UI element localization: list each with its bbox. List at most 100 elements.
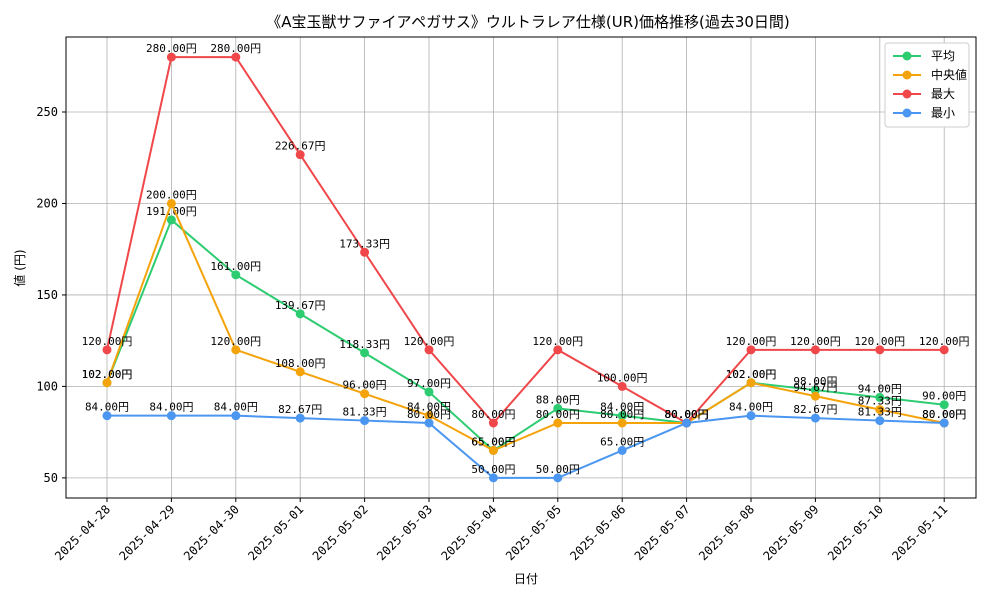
data-label: 102.00円 xyxy=(82,368,133,381)
series-line xyxy=(106,56,945,425)
data-label: 280.00円 xyxy=(146,42,197,55)
data-point xyxy=(360,389,370,399)
data-label: 200.00円 xyxy=(146,188,197,201)
data-point xyxy=(424,418,434,428)
data-point xyxy=(875,416,885,426)
data-label: 50.00円 xyxy=(471,463,515,476)
data-label: 120.00円 xyxy=(404,335,455,348)
data-point xyxy=(231,345,241,355)
x-axis-title: 日付 xyxy=(514,572,538,586)
data-label: 80.00円 xyxy=(536,408,580,421)
data-label: 80.00円 xyxy=(600,408,644,421)
x-tick-label: 2025-05-04 xyxy=(439,502,500,563)
data-label: 65.00円 xyxy=(471,435,515,448)
data-point xyxy=(424,411,434,421)
data-label: 173.33円 xyxy=(339,237,390,250)
data-point xyxy=(810,413,820,423)
data-point xyxy=(295,150,305,160)
y-axis-title: 値 (円) xyxy=(12,249,27,286)
data-point xyxy=(746,378,756,388)
data-point xyxy=(231,411,241,421)
series-平均: 102.00円 191.00円 161.00円 139.67円 118.33円 97.00… xyxy=(82,205,966,455)
data-label: 96.00円 xyxy=(343,379,387,392)
data-label: 81.33円 xyxy=(343,406,387,419)
series-中央値: 102.00円 200.00円 120.00円 108.00円 96.00円 84.00円… xyxy=(82,188,966,455)
data-point xyxy=(295,413,305,423)
x-tick-label: 2025-05-02 xyxy=(310,502,371,563)
data-point xyxy=(360,247,370,257)
data-label: 84.00円 xyxy=(729,401,773,414)
data-point xyxy=(553,473,563,483)
data-label: 102.00円 xyxy=(726,368,777,381)
data-point xyxy=(746,345,756,355)
y-tick-label: 50 xyxy=(44,471,58,485)
data-label: 191.00円 xyxy=(146,205,197,218)
data-label: 102.00円 xyxy=(82,368,133,381)
data-label: 82.67円 xyxy=(278,403,322,416)
data-label: 98.00円 xyxy=(793,375,837,388)
data-point xyxy=(553,345,563,355)
data-label: 161.00円 xyxy=(210,260,261,273)
y-axis-ticks: 50 100 150 200 250 xyxy=(36,105,66,485)
data-label: 139.67円 xyxy=(275,299,326,312)
data-point xyxy=(231,270,241,280)
data-label: 102.00円 xyxy=(726,368,777,381)
data-point xyxy=(488,418,498,428)
data-point xyxy=(488,445,498,455)
data-label: 81.33円 xyxy=(858,406,902,419)
data-label: 84.00円 xyxy=(600,401,644,414)
data-point xyxy=(166,198,176,208)
series-line xyxy=(107,414,945,479)
data-label: 84.00円 xyxy=(214,401,258,414)
legend-label: 最大 xyxy=(931,87,955,101)
legend-box xyxy=(884,42,970,128)
x-tick-label: 2025-05-08 xyxy=(696,502,757,563)
data-point xyxy=(102,411,112,421)
data-point xyxy=(360,348,370,358)
series-最大: 120.00円 280.00円 280.00円 226.67円 173.33円 120.0… xyxy=(82,42,970,428)
data-label: 97.00円 xyxy=(407,377,451,390)
data-label: 84.00円 xyxy=(149,401,193,414)
y-tick-label: 200 xyxy=(36,196,58,210)
x-tick-label: 2025-05-11 xyxy=(889,502,950,563)
x-tick-label: 2025-05-01 xyxy=(245,502,306,563)
data-label: 80.00円 xyxy=(407,408,451,421)
legend-marker xyxy=(902,51,912,61)
data-label: 50.00円 xyxy=(536,463,580,476)
data-point xyxy=(875,392,885,402)
x-tick-label: 2025-04-29 xyxy=(117,502,178,563)
data-point xyxy=(102,378,112,388)
data-label: 120.00円 xyxy=(854,335,905,348)
data-label: 94.00円 xyxy=(858,382,902,395)
data-point xyxy=(360,416,370,426)
data-point xyxy=(231,52,241,62)
data-label: 120.00円 xyxy=(790,335,841,348)
data-point xyxy=(617,381,627,391)
x-tick-label: 2025-05-09 xyxy=(761,502,822,563)
data-point xyxy=(939,400,949,410)
data-label: 118.33円 xyxy=(339,338,390,351)
plot-frame xyxy=(65,36,977,499)
data-label: 87.33円 xyxy=(858,395,902,408)
data-point xyxy=(810,345,820,355)
data-label: 84.00円 xyxy=(85,401,129,414)
data-label: 88.00円 xyxy=(536,393,580,406)
data-label: 80.00円 xyxy=(665,408,709,421)
data-label: 82.67円 xyxy=(793,403,837,416)
data-label: 80.00円 xyxy=(665,408,709,421)
data-point xyxy=(810,391,820,401)
data-label: 84.00円 xyxy=(407,401,451,414)
data-point xyxy=(166,215,176,225)
data-label: 108.00円 xyxy=(275,357,326,370)
data-point xyxy=(939,418,949,428)
data-label: 120.00円 xyxy=(726,335,777,348)
data-label: 226.67円 xyxy=(275,140,326,153)
data-label: 120.00円 xyxy=(82,335,133,348)
data-point xyxy=(102,345,112,355)
legend-marker xyxy=(902,108,912,118)
data-point xyxy=(746,411,756,421)
chart-title: 《A宝玉獣サファイアペガサス》ウルトラレア仕様(UR)価格推移(過去30日間) xyxy=(266,13,790,31)
series-line xyxy=(106,200,945,452)
